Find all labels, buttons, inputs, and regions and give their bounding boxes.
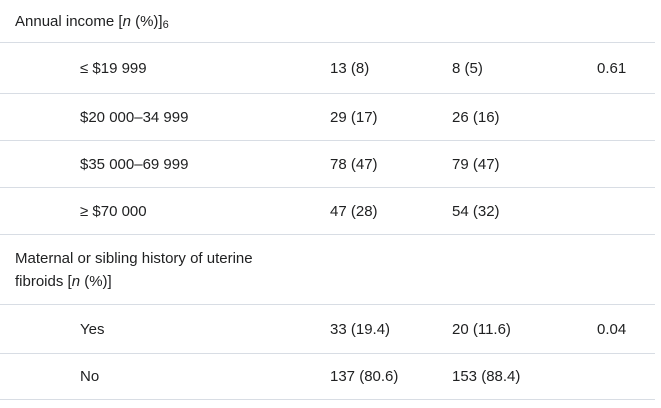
section-header-prefix: Maternal or sibling history of uterine f… (15, 249, 253, 290)
cell-group1: 29 (17) (330, 108, 378, 126)
section-header-suffix: (%)] (80, 272, 112, 290)
row-label: $35 000–69 999 (80, 155, 189, 173)
row-label: ≤ $19 999 (80, 59, 147, 77)
table-row-income-20000-34999: $20 000–34 999 29 (17) 26 (16) (0, 94, 655, 141)
cell-group2: 79 (47) (452, 155, 500, 173)
cell-group1: 47 (28) (330, 202, 378, 220)
cell-p-value: 0.04 (597, 320, 627, 338)
section-header-text: Annual income [n (%)]6 (0, 10, 287, 33)
table-row-history-yes: Yes 33 (19.4) 20 (11.6) 0.04 (0, 305, 655, 354)
section-header-text: Maternal or sibling history of uterine f… (0, 247, 287, 293)
demographics-table: Annual income [n (%)]6 ≤ $19 999 13 (8) … (0, 0, 655, 400)
section-header-fibroid-history: Maternal or sibling history of uterine f… (0, 235, 655, 305)
cell-group2: 20 (11.6) (452, 320, 511, 338)
cell-p-value: 0.61 (597, 59, 627, 77)
section-header-suffix: (%)] (130, 12, 163, 30)
section-header-italic-n: n (71, 272, 81, 290)
cell-group1: 137 (80.6) (330, 368, 399, 385)
section-header-annual-income: Annual income [n (%)]6 (0, 0, 655, 43)
row-label: Yes (80, 320, 105, 338)
table-row-income-35000-69999: $35 000–69 999 78 (47) 79 (47) (0, 141, 655, 188)
cell-group1: 13 (8) (330, 59, 370, 77)
row-label: ≥ $70 000 (80, 202, 147, 220)
cell-group2: 8 (5) (452, 59, 483, 77)
table-row-income-ge-70000: ≥ $70 000 47 (28) 54 (32) (0, 188, 655, 235)
cell-group1: 78 (47) (330, 155, 378, 173)
table-row-income-le-19999: ≤ $19 999 13 (8) 8 (5) 0.61 (0, 43, 655, 94)
section-header-prefix: Annual income [ (15, 12, 123, 30)
cell-group2: 26 (16) (452, 108, 500, 126)
row-label: No (80, 368, 100, 385)
row-label: $20 000–34 999 (80, 108, 189, 126)
footnote-marker: 6 (162, 18, 169, 31)
cell-group2: 153 (88.4) (452, 368, 521, 385)
section-header-italic-n: n (122, 12, 131, 30)
cell-group1: 33 (19.4) (330, 320, 391, 338)
table-row-history-no: No 137 (80.6) 153 (88.4) (0, 354, 655, 400)
cell-group2: 54 (32) (452, 202, 500, 220)
